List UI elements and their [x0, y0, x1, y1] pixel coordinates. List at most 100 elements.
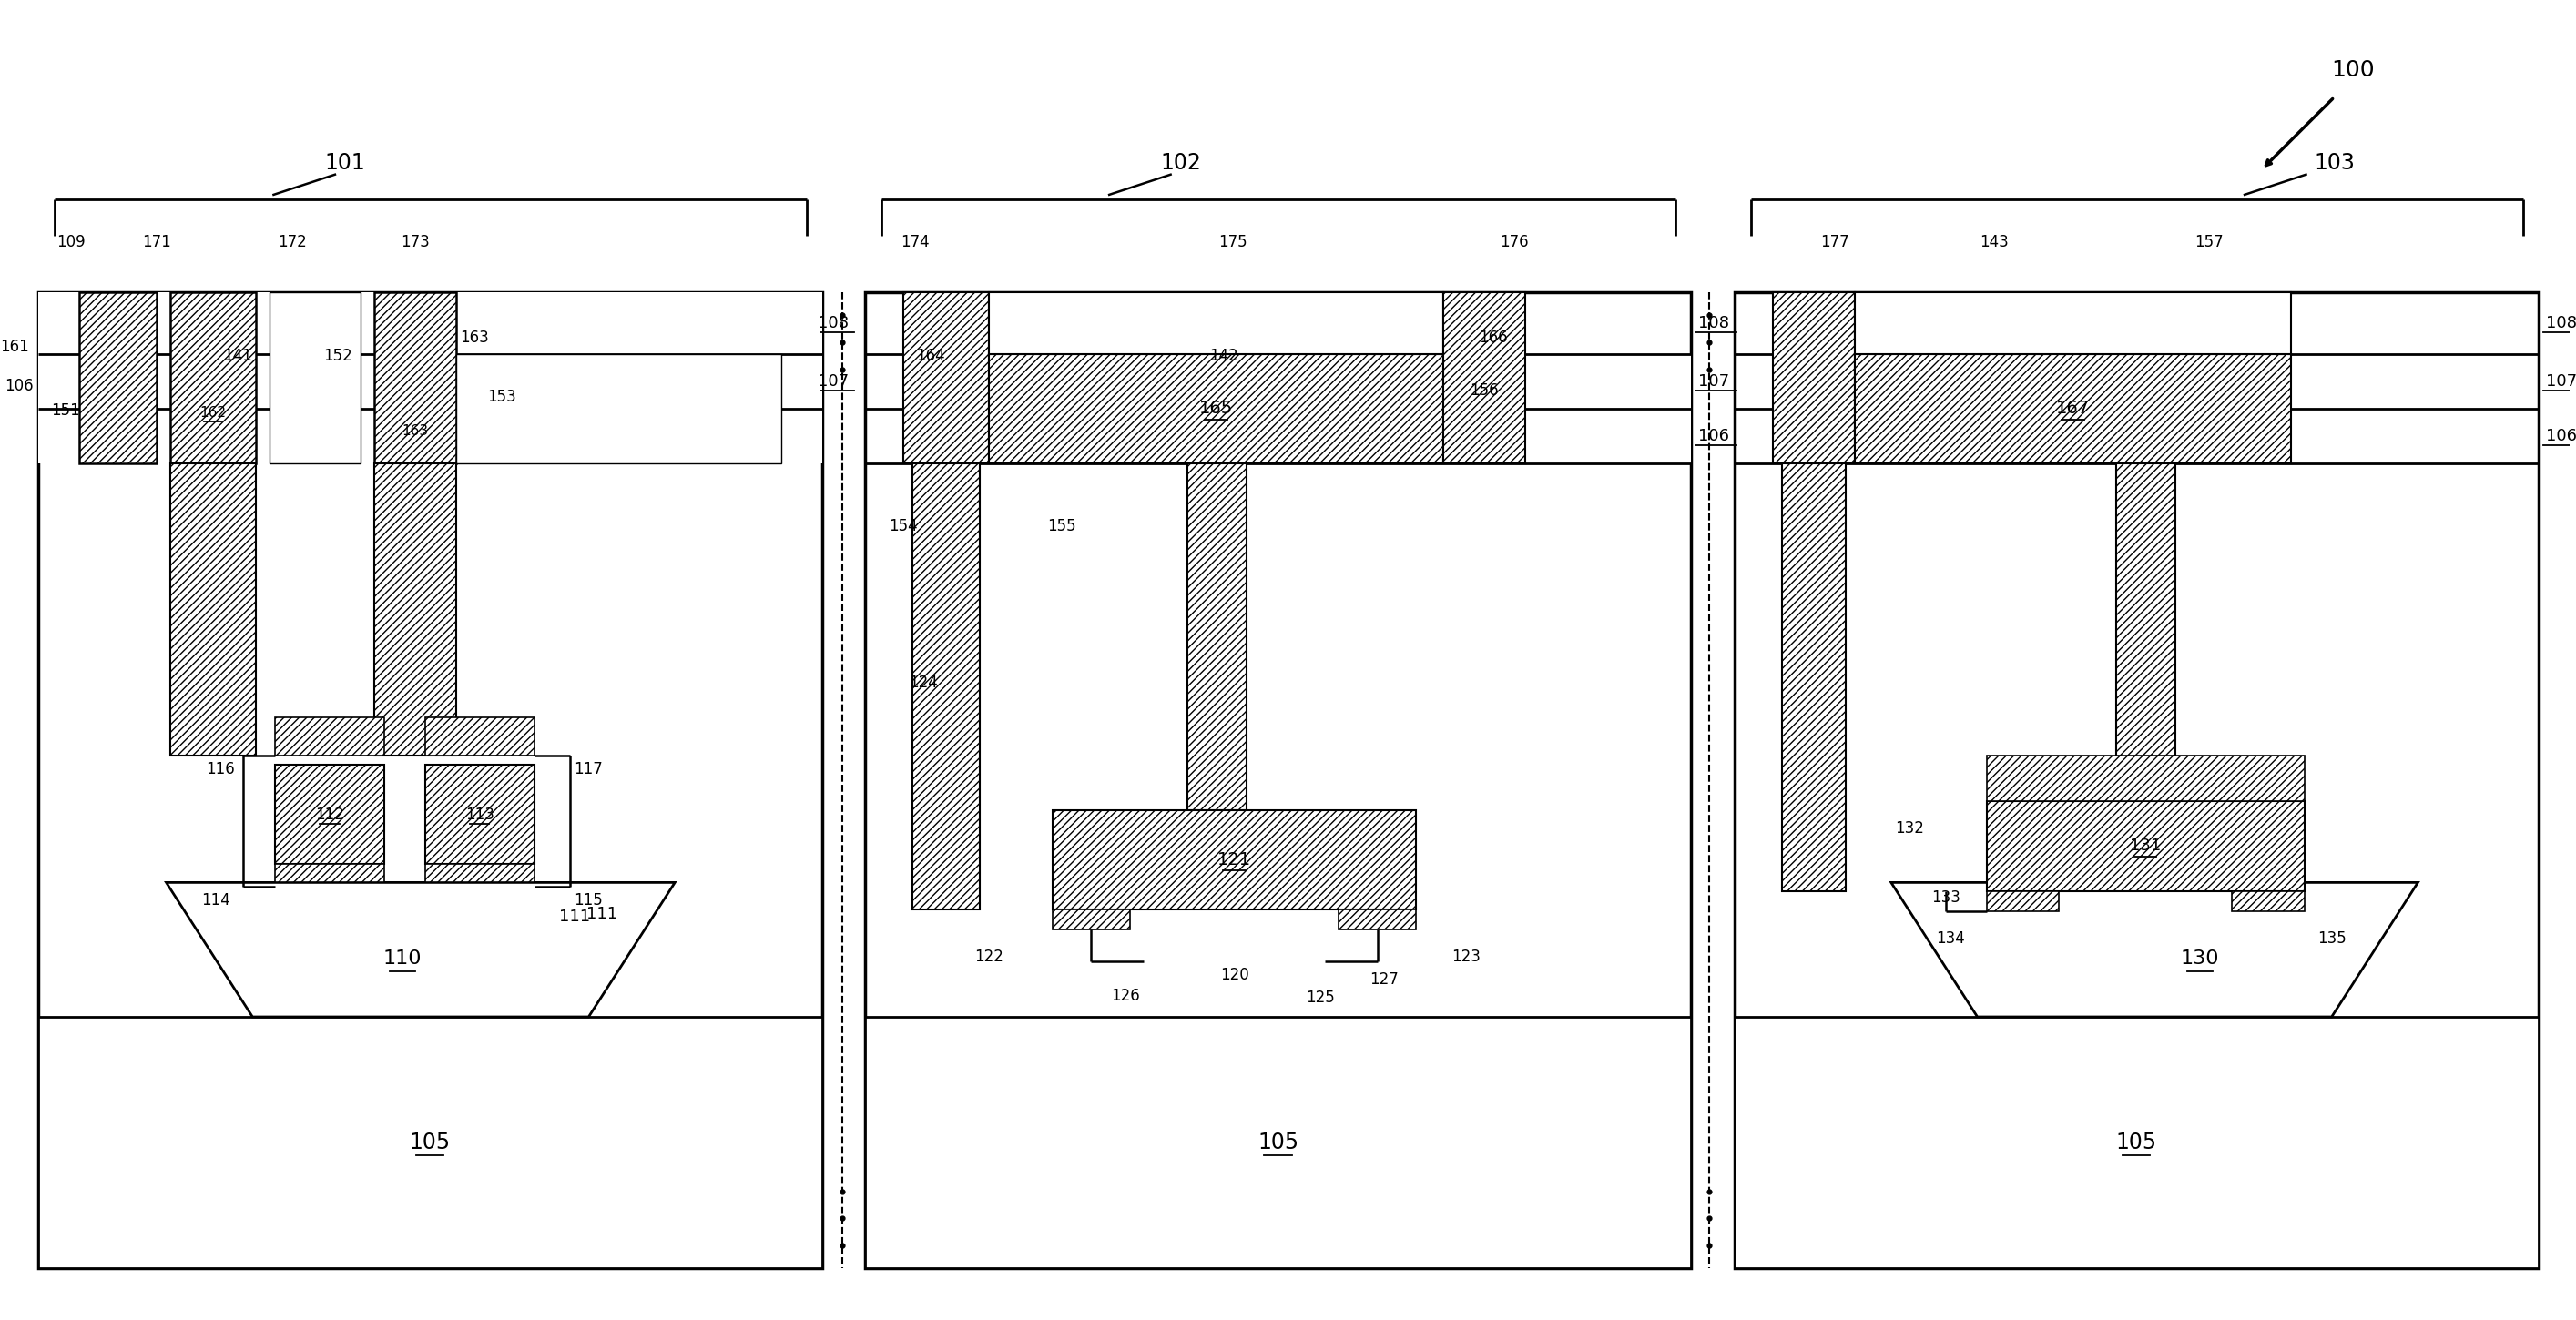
Text: 108: 108	[1698, 315, 1728, 331]
Text: 174: 174	[899, 234, 930, 251]
Polygon shape	[1891, 883, 2419, 1016]
Text: 155: 155	[1048, 519, 1077, 535]
Text: 134: 134	[1935, 931, 1965, 946]
Bar	[1340, 909, 1417, 929]
Text: 108: 108	[817, 315, 848, 331]
Text: 166: 166	[1479, 330, 1507, 346]
Bar	[866, 292, 1692, 1269]
Text: 177: 177	[1821, 234, 1850, 251]
Text: 105: 105	[1257, 1131, 1298, 1154]
Bar	[1734, 292, 2540, 1269]
Bar	[374, 463, 456, 755]
Bar	[902, 292, 989, 463]
Bar	[1443, 292, 1525, 463]
Text: 109: 109	[57, 234, 85, 251]
Text: 141: 141	[224, 347, 252, 364]
Bar	[1772, 292, 1855, 463]
Text: 165: 165	[1200, 400, 1234, 417]
Text: 131: 131	[2130, 838, 2161, 854]
Text: 117: 117	[574, 760, 603, 777]
Text: 105: 105	[2115, 1131, 2156, 1154]
Text: 122: 122	[974, 949, 1005, 965]
Bar	[912, 463, 979, 909]
Text: 116: 116	[206, 760, 234, 777]
Text: 103: 103	[2313, 152, 2354, 174]
Text: 176: 176	[1499, 234, 1528, 251]
Text: 107: 107	[1698, 374, 1728, 389]
Text: 106: 106	[2545, 428, 2576, 444]
Text: 154: 154	[889, 519, 917, 535]
Text: 173: 173	[402, 234, 430, 251]
Text: 135: 135	[2318, 931, 2347, 946]
Text: 167: 167	[2056, 400, 2089, 417]
Bar	[39, 1016, 822, 1269]
Text: 106: 106	[5, 378, 33, 393]
Text: 101: 101	[325, 152, 366, 174]
Text: 175: 175	[1218, 234, 1247, 251]
Bar	[425, 764, 533, 865]
Bar	[1986, 891, 2058, 912]
Bar	[989, 354, 1443, 463]
Bar	[39, 292, 822, 463]
Text: 172: 172	[278, 234, 307, 251]
Text: 151: 151	[52, 403, 80, 418]
Text: 111: 111	[587, 906, 618, 923]
Text: 112: 112	[314, 807, 345, 822]
Text: 162: 162	[198, 407, 227, 420]
Bar	[170, 292, 255, 463]
Bar	[1734, 1016, 2540, 1269]
Bar	[2231, 891, 2306, 912]
Text: 153: 153	[487, 388, 515, 405]
Text: 107: 107	[2545, 374, 2576, 389]
Text: 105: 105	[410, 1131, 451, 1154]
Bar	[276, 865, 384, 883]
Bar	[276, 717, 384, 755]
Text: 127: 127	[1370, 972, 1399, 987]
Bar	[425, 717, 533, 755]
Text: 124: 124	[909, 675, 938, 690]
Text: 107: 107	[817, 374, 848, 389]
Text: 143: 143	[1978, 234, 2009, 251]
Text: 110: 110	[384, 949, 422, 968]
Text: 115: 115	[574, 892, 603, 909]
Bar	[1986, 755, 2306, 801]
Bar	[1054, 909, 1131, 929]
Text: 123: 123	[1450, 949, 1481, 965]
Text: 164: 164	[914, 347, 945, 364]
Text: 163: 163	[402, 424, 428, 438]
Text: 161: 161	[0, 338, 28, 355]
Text: 126: 126	[1110, 987, 1139, 1005]
Bar	[276, 764, 384, 865]
Bar	[39, 292, 822, 1269]
Text: 133: 133	[1932, 890, 1960, 906]
Text: 142: 142	[1208, 347, 1239, 364]
Bar	[270, 292, 361, 463]
Polygon shape	[167, 883, 675, 1016]
Bar	[374, 292, 456, 463]
Text: 102: 102	[1159, 152, 1200, 174]
Text: 132: 132	[1896, 820, 1924, 836]
Bar	[1054, 810, 1417, 909]
Bar	[989, 292, 1443, 354]
Text: 108: 108	[2545, 315, 2576, 331]
Bar	[456, 354, 781, 463]
Text: 120: 120	[1221, 968, 1249, 983]
Bar	[1525, 354, 1692, 463]
Bar	[2290, 354, 2501, 463]
Text: 130: 130	[2179, 949, 2221, 968]
Bar	[1855, 292, 2290, 354]
Bar	[866, 1016, 1692, 1269]
Text: 156: 156	[1471, 381, 1499, 399]
Text: 106: 106	[1698, 428, 1728, 444]
Text: 171: 171	[142, 234, 170, 251]
Text: 114: 114	[201, 892, 232, 909]
Bar	[1188, 463, 1247, 810]
Text: 152: 152	[325, 347, 353, 364]
Text: 125: 125	[1306, 990, 1334, 1006]
Text: 163: 163	[459, 330, 489, 346]
Bar	[1986, 801, 2306, 891]
Bar	[80, 292, 157, 463]
Bar	[425, 865, 533, 883]
Bar	[170, 463, 255, 755]
Bar	[1855, 354, 2290, 463]
